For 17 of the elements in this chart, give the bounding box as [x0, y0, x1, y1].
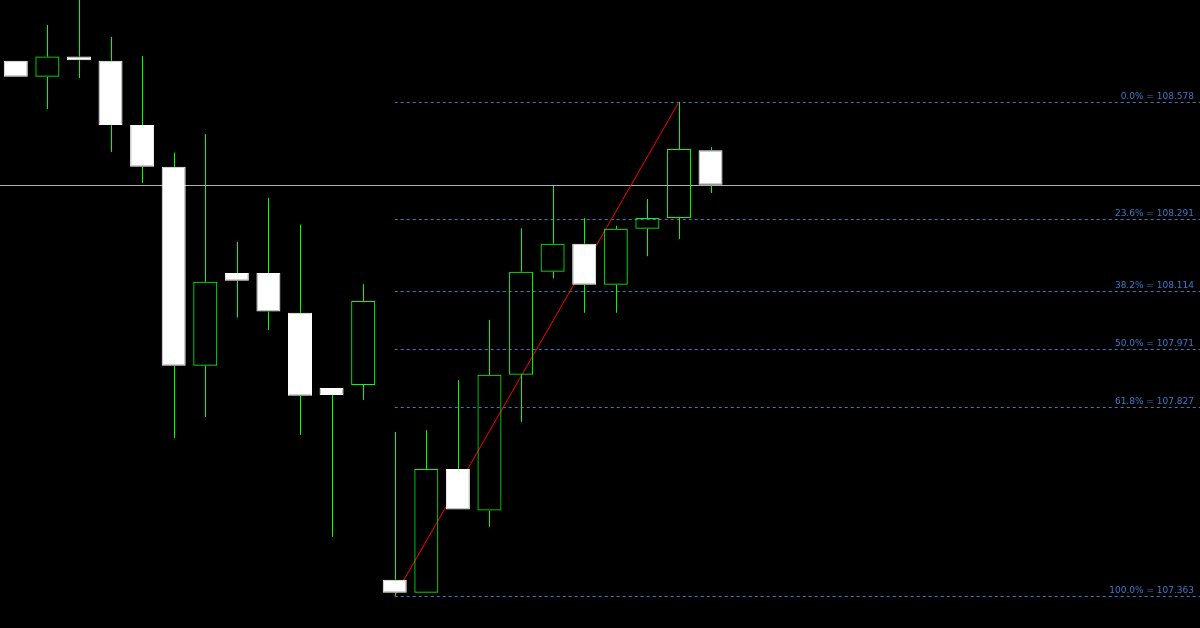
candlestick [130, 55, 155, 184]
candlestick [572, 217, 597, 314]
candlestick [445, 379, 470, 510]
annotation: 38.2% = 108.114 [1114, 280, 1195, 291]
annotation: 100.0% = 107.363 [1109, 585, 1194, 596]
annotation: 61.8% = 107.827 [1114, 396, 1194, 407]
candlestick [319, 387, 344, 538]
candlestick [161, 152, 186, 439]
candlestick [98, 36, 123, 153]
candlestick [382, 431, 407, 597]
annotation: 0.0% = 108.578 [1120, 91, 1195, 102]
annotation: 50.0% = 107.971 [1114, 338, 1194, 349]
annotation: 23.6% = 108.291 [1114, 208, 1194, 219]
candlestick [288, 224, 312, 436]
candlestick [256, 197, 281, 331]
candlestick [224, 241, 249, 319]
candlestick [698, 146, 723, 194]
